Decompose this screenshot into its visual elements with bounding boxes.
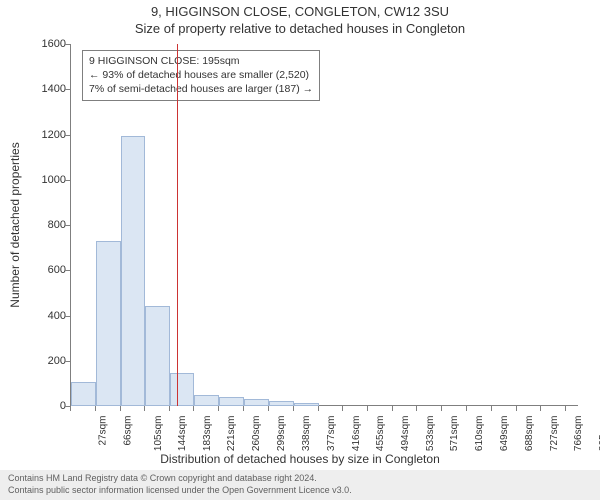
x-tick-label: 27sqm <box>98 416 109 446</box>
histogram-bar <box>145 306 170 406</box>
x-tick-mark <box>95 406 96 411</box>
root-container: 9, HIGGINSON CLOSE, CONGLETON, CW12 3SU … <box>0 0 600 500</box>
footer: Contains HM Land Registry data © Crown c… <box>0 470 600 500</box>
y-tick-label: 400 <box>26 310 66 322</box>
x-tick-label: 727sqm <box>549 416 560 452</box>
histogram-bar <box>121 136 146 406</box>
x-tick-label: 571sqm <box>449 416 460 452</box>
x-tick-mark <box>120 406 121 411</box>
x-tick-label: 66sqm <box>122 416 133 446</box>
x-tick-label: 105sqm <box>153 416 164 452</box>
title-subtitle: Size of property relative to detached ho… <box>0 19 600 36</box>
x-tick-mark <box>565 406 566 411</box>
x-tick-mark <box>144 406 145 411</box>
x-tick-label: 766sqm <box>574 416 585 452</box>
x-tick-mark <box>392 406 393 411</box>
histogram-bar <box>194 395 219 406</box>
x-tick-mark <box>466 406 467 411</box>
x-axis-label: Distribution of detached houses by size … <box>0 452 600 466</box>
x-tick-label: 221sqm <box>227 416 238 452</box>
x-tick-mark <box>516 406 517 411</box>
x-tick-mark <box>441 406 442 411</box>
histogram-bar <box>170 373 194 406</box>
x-tick-mark <box>268 406 269 411</box>
x-tick-label: 416sqm <box>351 416 362 452</box>
y-tick-label: 1400 <box>26 83 66 95</box>
title-address: 9, HIGGINSON CLOSE, CONGLETON, CW12 3SU <box>0 0 600 19</box>
x-tick-mark <box>318 406 319 411</box>
callout-line1: 9 HIGGINSON CLOSE: 195sqm <box>89 54 313 68</box>
histogram-bar <box>244 399 269 406</box>
x-tick-label: 183sqm <box>202 416 213 452</box>
histogram-bar <box>71 382 96 406</box>
x-tick-label: 377sqm <box>326 416 337 452</box>
y-tick-label: 1000 <box>26 174 66 186</box>
x-tick-mark <box>540 406 541 411</box>
callout-line2: ← 93% of detached houses are smaller (2,… <box>89 68 313 82</box>
y-tick-label: 800 <box>26 219 66 231</box>
x-tick-label: 338sqm <box>301 416 312 452</box>
x-tick-label: 494sqm <box>400 416 411 452</box>
footer-line1: Contains HM Land Registry data © Crown c… <box>8 473 592 485</box>
x-tick-mark <box>293 406 294 411</box>
x-tick-mark <box>70 406 71 411</box>
x-tick-label: 649sqm <box>499 416 510 452</box>
histogram-bar <box>96 241 121 406</box>
x-tick-mark <box>218 406 219 411</box>
y-tick-label: 1200 <box>26 129 66 141</box>
marker-line <box>177 44 178 406</box>
y-tick-label: 1600 <box>26 38 66 50</box>
x-tick-mark <box>169 406 170 411</box>
x-tick-mark <box>243 406 244 411</box>
x-tick-label: 610sqm <box>474 416 485 452</box>
x-tick-mark <box>193 406 194 411</box>
x-tick-label: 688sqm <box>524 416 535 452</box>
histogram-bar <box>294 403 319 406</box>
x-tick-mark <box>342 406 343 411</box>
y-tick-label: 200 <box>26 355 66 367</box>
x-tick-mark <box>416 406 417 411</box>
histogram-bar <box>219 397 244 406</box>
x-tick-label: 299sqm <box>276 416 287 452</box>
y-tick-label: 600 <box>26 264 66 276</box>
callout-box: 9 HIGGINSON CLOSE: 195sqm ← 93% of detac… <box>82 50 320 101</box>
y-axis-label: Number of detached properties <box>8 142 22 307</box>
x-tick-mark <box>491 406 492 411</box>
x-tick-label: 260sqm <box>251 416 262 452</box>
footer-line2: Contains public sector information licen… <box>8 485 592 497</box>
callout-line3: 7% of semi-detached houses are larger (1… <box>89 82 313 96</box>
x-tick-label: 455sqm <box>376 416 387 452</box>
x-tick-label: 533sqm <box>425 416 436 452</box>
x-tick-label: 144sqm <box>178 416 189 452</box>
x-tick-mark <box>367 406 368 411</box>
histogram-bar <box>269 401 294 406</box>
y-tick-label: 0 <box>26 400 66 412</box>
